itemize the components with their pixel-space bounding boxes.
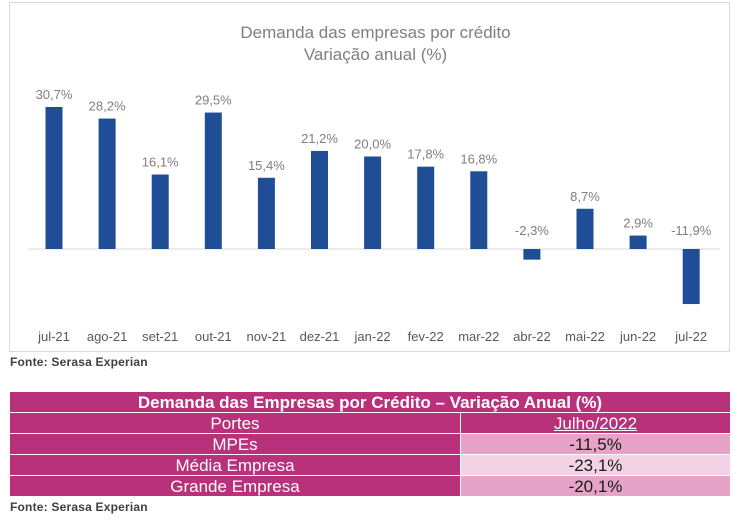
data-label: 20,0% — [354, 136, 391, 151]
data-label: 2,9% — [623, 216, 653, 231]
table-row: MPEs -11,5% — [9, 433, 732, 455]
x-tick-label: set-21 — [142, 329, 178, 344]
table-header-period-label: Julho/2022 — [553, 413, 638, 433]
x-tick-label: ago-21 — [87, 329, 127, 344]
x-tick-label: abr-22 — [513, 329, 551, 344]
row-name: Média Empresa — [9, 454, 461, 476]
x-tick-label: fev-22 — [408, 329, 444, 344]
bar-chart: 30,7% jul-21 28,2% ago-21 16,1% set-21 29,5% ou… — [28, 87, 720, 344]
data-label: 21,2% — [301, 131, 338, 146]
bar — [364, 156, 382, 249]
table-row: Grande Empresa -20,1% — [9, 475, 732, 497]
x-tick-label: jul-21 — [37, 329, 70, 344]
data-label: -11,9% — [671, 223, 712, 238]
data-label: 29,5% — [195, 93, 232, 108]
table-source: Fonte: Serasa Experian — [10, 500, 148, 514]
x-tick-label: nov-21 — [247, 329, 287, 344]
row-value: -20,1% — [459, 475, 732, 497]
x-tick-label: mai-22 — [565, 329, 605, 344]
bar — [204, 112, 222, 249]
bar — [257, 177, 275, 249]
table-row: Média Empresa -23,1% — [9, 454, 732, 476]
bar — [45, 107, 63, 249]
bar — [417, 166, 435, 249]
chart-title: Demanda das empresas por crédito — [240, 23, 511, 42]
chart-subtitle: Variação anual (%) — [303, 45, 448, 64]
row-value: -23,1% — [459, 454, 732, 476]
chart-source: Fonte: Serasa Experian — [10, 355, 148, 369]
bar — [682, 249, 700, 305]
bar — [311, 150, 328, 249]
bar — [523, 249, 541, 260]
chart-title-block: Demanda das empresas por crédito Variaçã… — [0, 22, 751, 66]
x-tick-label: out-21 — [195, 329, 232, 344]
bar — [629, 235, 647, 249]
x-tick-label: jul-22 — [674, 329, 707, 344]
table-header-portes: Portes — [9, 412, 461, 434]
table-title: Demanda das Empresas por Crédito – Varia… — [8, 391, 732, 413]
demand-table: Demanda das Empresas por Crédito – Varia… — [8, 391, 732, 497]
data-label: 30,7% — [36, 87, 73, 102]
data-label: 28,2% — [89, 99, 126, 114]
table-header-period: Julho/2022 — [459, 412, 732, 434]
row-name: Grande Empresa — [9, 475, 461, 497]
data-label: 16,8% — [460, 151, 497, 166]
bar — [98, 118, 116, 250]
row-value: -11,5% — [459, 433, 732, 455]
data-label: 17,8% — [407, 147, 444, 162]
x-tick-label: dez-21 — [300, 329, 340, 344]
bar — [470, 171, 488, 249]
x-tick-label: jun-22 — [619, 329, 656, 344]
row-name: MPEs — [9, 433, 461, 455]
data-label: 15,4% — [248, 158, 285, 173]
x-tick-label: mar-22 — [458, 329, 499, 344]
data-label: -2,3% — [515, 223, 549, 238]
bar — [151, 174, 169, 249]
x-tick-label: jan-22 — [354, 329, 391, 344]
bar — [576, 208, 594, 249]
data-label: 16,1% — [142, 155, 179, 170]
data-label: 8,7% — [570, 189, 600, 204]
